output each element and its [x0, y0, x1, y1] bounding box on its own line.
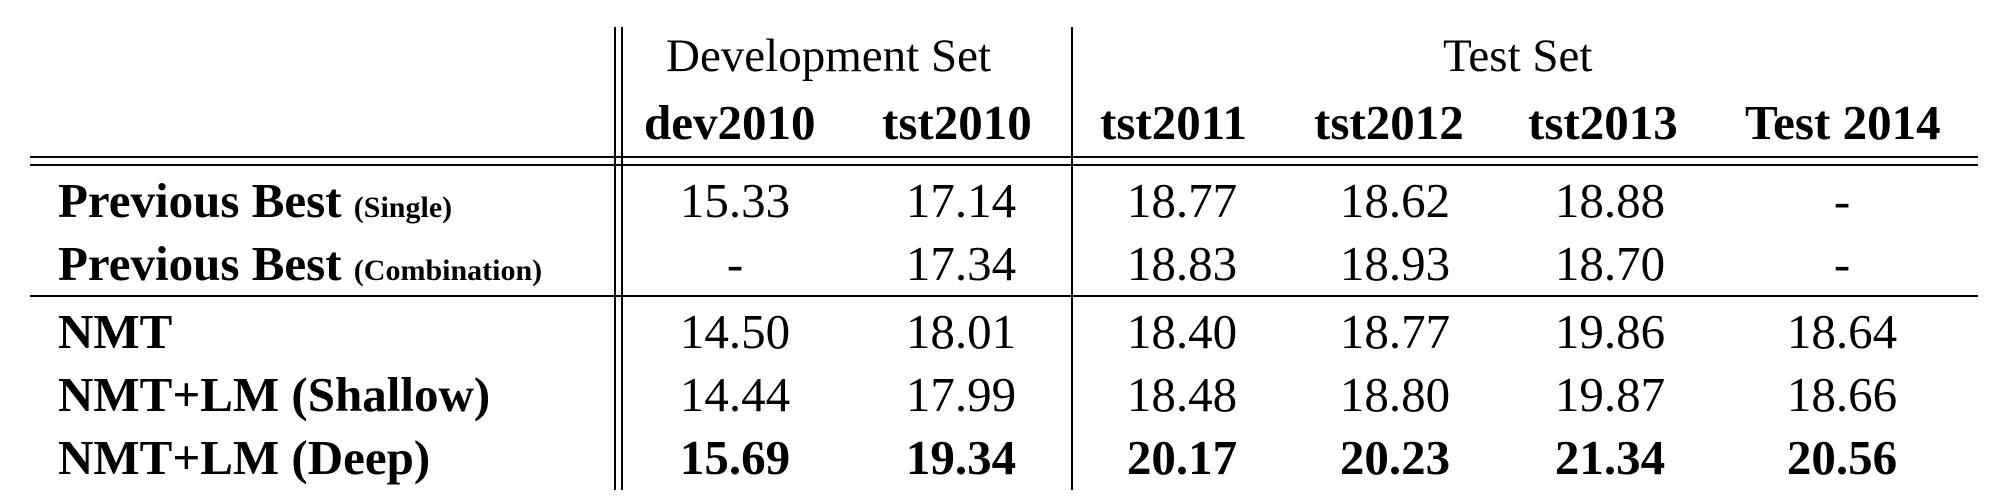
- rule-dev-test: [1071, 27, 1073, 490]
- cell-best: 20.56: [1786, 430, 1898, 485]
- cell: -: [1833, 173, 1851, 228]
- cell: 18.48: [1126, 367, 1238, 422]
- cell: 18.66: [1786, 367, 1898, 422]
- cell: 18.77: [1339, 304, 1451, 359]
- row-label: NMT: [58, 304, 173, 359]
- col-header-tst2012: tst2012: [1314, 95, 1464, 150]
- cell-best: 20.23: [1339, 430, 1451, 485]
- cell-best: 19.34: [905, 430, 1017, 485]
- cell: 18.83: [1126, 236, 1238, 291]
- cell: 18.77: [1126, 173, 1238, 228]
- row-label: Previous Best (Combination): [58, 239, 542, 288]
- cell: -: [726, 236, 744, 291]
- cell: 18.01: [905, 304, 1017, 359]
- col-header-test2014: Test 2014: [1745, 95, 1941, 150]
- cell: 18.93: [1339, 236, 1451, 291]
- rule-header-bottom: [30, 164, 1978, 166]
- col-header-tst2010: tst2010: [882, 95, 1032, 150]
- cell: 17.34: [905, 236, 1017, 291]
- cell-best: 20.17: [1126, 430, 1238, 485]
- cell: 18.70: [1554, 236, 1666, 291]
- cell: 19.86: [1554, 304, 1666, 359]
- cell: 18.64: [1786, 304, 1898, 359]
- col-header-tst2011: tst2011: [1100, 95, 1247, 150]
- group-header-dev: Development Set: [666, 30, 992, 82]
- row-label: NMT+LM (Deep): [58, 430, 431, 485]
- cell: 18.40: [1126, 304, 1238, 359]
- cell: -: [1833, 236, 1851, 291]
- cell: 14.50: [679, 304, 791, 359]
- row-label: Previous Best (Single): [58, 176, 452, 225]
- group-header-test: Test Set: [1443, 30, 1593, 82]
- rule-double-left-a: [614, 27, 616, 490]
- row-label: NMT+LM (Shallow): [58, 367, 491, 422]
- cell-best: 21.34: [1554, 430, 1666, 485]
- cell: 18.88: [1554, 173, 1666, 228]
- row-label-suffix: (Single): [353, 191, 453, 224]
- row-label-main: Previous Best: [58, 236, 342, 291]
- cell: 15.33: [679, 173, 791, 228]
- col-header-dev2010: dev2010: [644, 95, 816, 150]
- cell: 19.87: [1554, 367, 1666, 422]
- rule-section: [30, 295, 1978, 297]
- row-label-suffix: (Combination): [353, 254, 543, 287]
- cell: 17.99: [905, 367, 1017, 422]
- row-label-main: Previous Best: [58, 173, 342, 228]
- cell: 18.62: [1339, 173, 1451, 228]
- rule-double-left-b: [621, 27, 623, 490]
- cell: 14.44: [679, 367, 791, 422]
- cell: 17.14: [905, 173, 1017, 228]
- cell-best: 15.69: [679, 430, 791, 485]
- col-header-tst2013: tst2013: [1528, 95, 1678, 150]
- cell: 18.80: [1339, 367, 1451, 422]
- rule-header-top: [30, 156, 1978, 158]
